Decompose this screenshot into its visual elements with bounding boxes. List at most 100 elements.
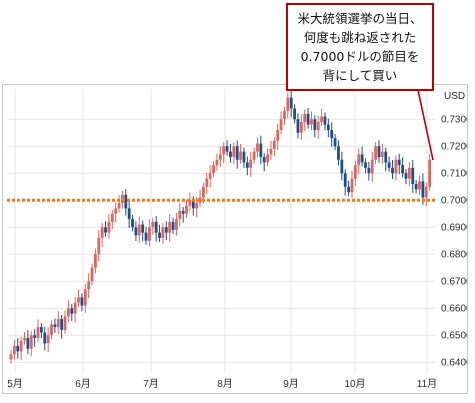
- candle: [340, 151, 344, 181]
- candle-body: [279, 119, 283, 131]
- candle-body: [323, 116, 327, 125]
- candle: [323, 112, 327, 131]
- candle-body: [94, 254, 97, 268]
- candle: [360, 146, 364, 167]
- candle: [337, 140, 340, 166]
- candle: [286, 91, 290, 119]
- candle-body: [272, 140, 276, 149]
- candle: [141, 220, 145, 242]
- candle-body: [215, 159, 219, 166]
- candle: [23, 331, 26, 345]
- candle-body: [178, 211, 182, 220]
- candle-body: [43, 332, 47, 344]
- candle: [188, 192, 192, 212]
- candle-body: [50, 324, 53, 336]
- candle-body: [208, 173, 212, 179]
- candle-body: [77, 297, 80, 303]
- candle: [39, 323, 43, 339]
- candle-body: [97, 238, 101, 255]
- candle: [70, 304, 74, 321]
- candle-body: [60, 319, 64, 330]
- candle-body: [36, 327, 40, 338]
- candle: [158, 224, 161, 243]
- candle: [330, 122, 334, 148]
- candle-body: [391, 167, 394, 174]
- candle: [117, 195, 121, 213]
- candle: [256, 137, 259, 158]
- candle-body: [286, 97, 290, 112]
- candle: [33, 329, 37, 347]
- candle: [9, 350, 13, 364]
- candle-body: [340, 159, 344, 174]
- candle: [367, 161, 371, 181]
- candle: [276, 124, 280, 150]
- candle: [411, 160, 415, 193]
- candle-body: [337, 146, 340, 160]
- candle-body: [418, 181, 421, 190]
- candle-body: [56, 319, 60, 328]
- candle-body: [148, 227, 151, 241]
- candle-body: [283, 111, 286, 120]
- candle-body: [151, 221, 155, 228]
- candle-body: [90, 267, 94, 282]
- candle: [252, 147, 256, 164]
- candle: [306, 107, 310, 129]
- candle-body: [397, 159, 401, 166]
- candle: [90, 263, 94, 286]
- candle-body: [256, 143, 259, 152]
- candle-body: [225, 146, 229, 152]
- candle-body: [367, 167, 371, 174]
- y-tick-label: 0.7000: [441, 196, 467, 207]
- candle: [53, 318, 57, 333]
- candle-body: [424, 186, 428, 198]
- x-tick-label: 5月: [7, 378, 23, 390]
- candle-body: [158, 232, 161, 239]
- candle: [151, 217, 155, 235]
- candle: [144, 226, 148, 245]
- candle: [350, 170, 354, 198]
- candle: [245, 156, 249, 176]
- candle-body: [53, 324, 57, 328]
- candle-body: [353, 165, 357, 179]
- candle: [397, 153, 401, 175]
- candle-body: [100, 227, 104, 239]
- candle: [212, 161, 215, 178]
- candle-body: [269, 148, 273, 155]
- candle: [50, 320, 53, 340]
- candle-body: [195, 202, 199, 209]
- candle-body: [124, 194, 128, 209]
- y-tick-label: 0.6400: [441, 358, 467, 369]
- candle: [164, 221, 168, 240]
- candle-body: [218, 154, 222, 160]
- candle-body: [326, 124, 330, 131]
- candle-body: [310, 119, 313, 125]
- candle-body: [299, 121, 303, 133]
- candle: [407, 161, 411, 186]
- candle-body: [70, 308, 74, 314]
- candle-body: [377, 146, 381, 158]
- candle-body: [205, 178, 209, 187]
- candle: [259, 135, 263, 165]
- candle-body: [245, 162, 249, 168]
- candle-body: [29, 335, 33, 349]
- candle: [232, 142, 236, 165]
- candle-body: [127, 208, 131, 220]
- candle: [63, 310, 67, 334]
- candle-body: [343, 173, 347, 187]
- candle-body: [191, 200, 195, 209]
- candle-body: [414, 184, 418, 190]
- candle: [161, 223, 165, 244]
- candle: [87, 273, 91, 299]
- candle: [313, 115, 317, 138]
- candle-body: [80, 297, 84, 306]
- candle: [215, 153, 219, 171]
- candle-body: [141, 224, 145, 233]
- candle-body: [370, 159, 374, 174]
- candle-body: [229, 151, 232, 158]
- candle: [94, 248, 97, 274]
- x-tick-label: 7月: [143, 378, 159, 390]
- candle-body: [394, 159, 398, 174]
